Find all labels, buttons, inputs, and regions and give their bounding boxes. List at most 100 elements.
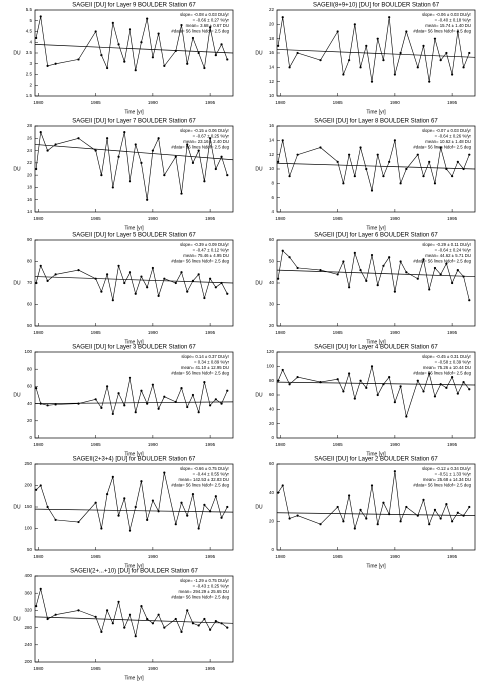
y-axis-label: DU <box>255 280 263 286</box>
x-tick-label: 1990 <box>148 330 159 335</box>
stat-annotation: mean= 294.29 ± 25.65 DU <box>179 589 230 594</box>
y-tick-label: 320 <box>24 608 32 613</box>
y-tick-label: 200 <box>24 659 32 664</box>
data-point <box>348 153 351 156</box>
stat-annotation: #data= 56 lines Ndof= 2.5 deg <box>171 145 229 150</box>
x-axis-label: Time [yr] <box>124 675 144 681</box>
data-point <box>416 153 419 156</box>
data-point <box>163 471 166 474</box>
data-point <box>106 66 109 70</box>
y-tick-label: 80 <box>27 366 33 371</box>
data-point <box>54 143 57 146</box>
data-point <box>277 379 280 382</box>
stat-annotation: mean= 10.62 ± 1.48 DU <box>425 139 471 144</box>
data-point <box>296 153 299 156</box>
data-point <box>456 392 459 395</box>
data-point <box>348 286 351 289</box>
data-point <box>288 256 291 259</box>
data-point <box>468 388 471 391</box>
data-point <box>203 381 206 384</box>
data-point <box>365 386 368 389</box>
x-tick-label: 1995 <box>205 330 216 335</box>
data-point <box>111 622 114 625</box>
data-point <box>151 499 154 502</box>
data-point <box>456 511 459 514</box>
data-point <box>186 290 189 293</box>
data-point <box>428 523 431 526</box>
y-tick-label: 100 <box>266 364 274 369</box>
y-tick-label: 8 <box>271 181 274 186</box>
data-point <box>94 501 97 504</box>
data-point <box>134 69 137 72</box>
data-point <box>94 398 97 401</box>
stat-annotation: #data= 56 lines Ndof= 2.5 deg <box>171 483 229 488</box>
data-point <box>393 290 396 293</box>
y-tick-label: 120 <box>266 349 274 354</box>
data-point <box>433 37 437 40</box>
x-tick-label: 1985 <box>333 216 344 221</box>
data-point <box>393 139 396 142</box>
trend-line <box>276 162 476 170</box>
data-point <box>288 175 291 178</box>
y-tick-label: 4.5 <box>26 29 33 34</box>
x-tick-label: 1995 <box>205 442 216 447</box>
data-point <box>342 73 345 76</box>
data-point <box>163 626 166 629</box>
data-point <box>336 378 339 381</box>
x-axis-label: Time [yr] <box>124 109 144 115</box>
data-point <box>214 620 217 623</box>
data-point <box>191 161 195 164</box>
y-tick-label: 18 <box>27 185 33 190</box>
trend-line <box>276 512 476 516</box>
data-point <box>180 630 183 634</box>
data-point <box>422 44 425 47</box>
y-tick-label: 100 <box>24 526 32 531</box>
panel-title: SAGEII [DU] for Layer 4 BOULDER Station … <box>314 345 438 351</box>
y-tick-label: 16 <box>269 50 275 55</box>
data-point <box>203 617 206 621</box>
data-point <box>117 43 120 46</box>
data-point <box>77 269 80 272</box>
data-point <box>428 80 431 83</box>
data-point <box>342 390 345 393</box>
data-point <box>134 505 137 509</box>
data-point <box>353 23 356 26</box>
x-tick-label: 1980 <box>33 216 44 221</box>
data-point <box>353 397 356 400</box>
data-point <box>428 160 431 163</box>
data-point <box>468 51 471 55</box>
plot-frame <box>276 463 476 551</box>
data-point <box>405 415 408 418</box>
x-tick-label: 1990 <box>390 554 401 559</box>
data-point <box>468 299 471 302</box>
data-point <box>197 411 200 414</box>
y-tick-label: 50 <box>269 259 275 264</box>
data-point <box>365 279 368 282</box>
data-point <box>288 517 291 520</box>
data-point <box>433 266 437 270</box>
data-point <box>203 180 206 183</box>
data-point <box>77 58 80 61</box>
data-point <box>445 262 448 265</box>
data-point <box>468 505 471 509</box>
data-point <box>277 277 280 280</box>
data-point <box>140 480 143 483</box>
data-point <box>456 160 459 163</box>
data-line <box>277 250 470 301</box>
x-tick-label: 1985 <box>333 330 344 335</box>
y-tick-label: 28 <box>27 123 33 128</box>
data-point <box>106 609 109 612</box>
data-point <box>416 66 419 69</box>
y-tick-label: 26 <box>27 135 33 140</box>
x-tick-label: 1980 <box>275 330 286 335</box>
data-point <box>46 505 49 509</box>
data-point <box>336 273 339 276</box>
data-point <box>140 605 143 608</box>
x-tick-label: 1995 <box>447 100 458 105</box>
data-point <box>123 404 126 407</box>
y-tick-label: 20 <box>269 519 275 524</box>
data-point <box>100 630 103 634</box>
panel-title: SAGEII [DU] for Layer 6 BOULDER Station … <box>314 233 438 239</box>
